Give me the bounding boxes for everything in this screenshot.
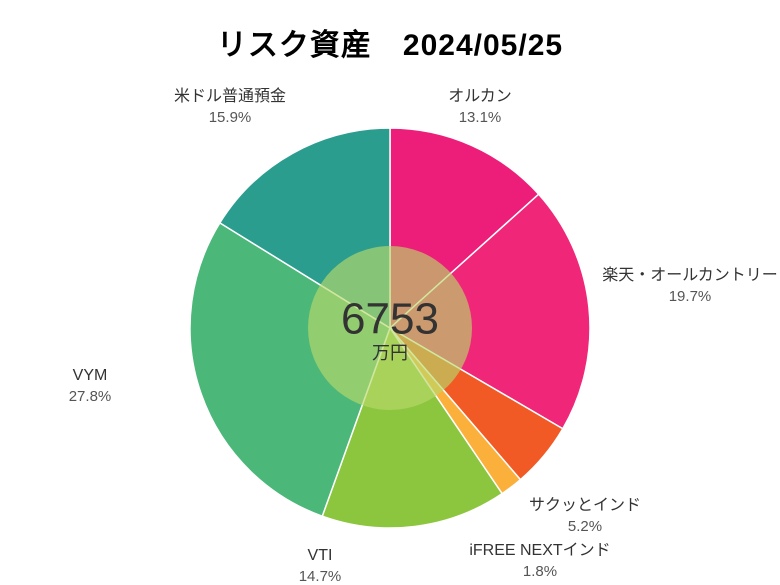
center-value: 6753: [341, 295, 439, 344]
chart-title: リスク資産 2024/05/25: [0, 20, 780, 64]
pie-chart-svg: 6753万円: [0, 70, 780, 585]
center-unit: 万円: [372, 343, 408, 363]
pie-chart: 6753万円 オルカン13.1%楽天・オールカントリー19.7%サクッとインド5…: [0, 70, 780, 585]
